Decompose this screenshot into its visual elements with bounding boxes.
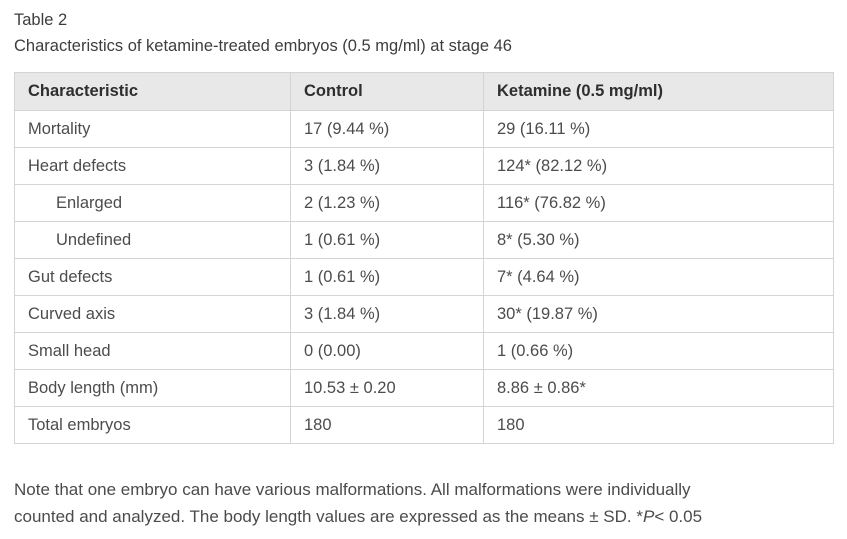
cell-control: 180 [290, 406, 484, 444]
cell-ketamine: 8.86 ± 0.86* [483, 369, 834, 407]
cell-ketamine: 8* (5.30 %) [483, 221, 834, 259]
table-row: Heart defects 3 (1.84 %) 124* (82.12 %) [14, 147, 834, 185]
cell-control: 10.53 ± 0.20 [290, 369, 484, 407]
characteristics-table: Characteristic Control Ketamine (0.5 mg/… [14, 72, 834, 444]
table-row: Enlarged 2 (1.23 %) 116* (76.82 %) [14, 184, 834, 222]
cell-characteristic: Body length (mm) [14, 369, 291, 407]
cell-ketamine: 180 [483, 406, 834, 444]
cell-ketamine: 29 (16.11 %) [483, 110, 834, 148]
cell-characteristic: Mortality [14, 110, 291, 148]
header-control: Control [290, 72, 484, 111]
cell-characteristic: Small head [14, 332, 291, 370]
cell-control: 3 (1.84 %) [290, 295, 484, 333]
cell-characteristic: Total embryos [14, 406, 291, 444]
cell-control: 0 (0.00) [290, 332, 484, 370]
table-label: Table 2 [14, 11, 68, 29]
cell-characteristic: Gut defects [14, 258, 291, 296]
header-characteristic: Characteristic [14, 72, 291, 111]
footnote-line2: counted and analyzed. The body length va… [14, 507, 702, 526]
footnote-line2-text: counted and analyzed. The body length va… [14, 507, 643, 526]
table-row: Body length (mm) 10.53 ± 0.20 8.86 ± 0.8… [14, 369, 834, 407]
table-row: Undefined 1 (0.61 %) 8* (5.30 %) [14, 221, 834, 259]
cell-control: 1 (0.61 %) [290, 258, 484, 296]
cell-ketamine: 7* (4.64 %) [483, 258, 834, 296]
cell-characteristic: Curved axis [14, 295, 291, 333]
table-caption: Characteristics of ketamine-treated embr… [14, 37, 512, 55]
cell-ketamine: 124* (82.12 %) [483, 147, 834, 185]
footnote-p-italic: P [642, 507, 655, 526]
cell-control: 1 (0.61 %) [290, 221, 484, 259]
cell-control: 2 (1.23 %) [290, 184, 484, 222]
cell-control: 17 (9.44 %) [290, 110, 484, 148]
cell-characteristic: Enlarged [14, 184, 291, 222]
table-row: Gut defects 1 (0.61 %) 7* (4.64 %) [14, 258, 834, 296]
cell-ketamine: 116* (76.82 %) [483, 184, 834, 222]
cell-control: 3 (1.84 %) [290, 147, 484, 185]
table-header-row: Characteristic Control Ketamine (0.5 mg/… [14, 72, 834, 111]
table-row: Mortality 17 (9.44 %) 29 (16.11 %) [14, 110, 834, 148]
footnote-line1: Note that one embryo can have various ma… [14, 480, 691, 499]
footnote-pvalue: < 0.05 [654, 507, 703, 526]
table-footnote: Note that one embryo can have various ma… [14, 476, 833, 530]
header-ketamine: Ketamine (0.5 mg/ml) [483, 72, 834, 111]
table-row: Total embryos 180 180 [14, 406, 834, 444]
cell-characteristic: Undefined [14, 221, 291, 259]
cell-characteristic: Heart defects [14, 147, 291, 185]
cell-ketamine: 1 (0.66 %) [483, 332, 834, 370]
cell-ketamine: 30* (19.87 %) [483, 295, 834, 333]
table-row: Small head 0 (0.00) 1 (0.66 %) [14, 332, 834, 370]
table-row: Curved axis 3 (1.84 %) 30* (19.87 %) [14, 295, 834, 333]
